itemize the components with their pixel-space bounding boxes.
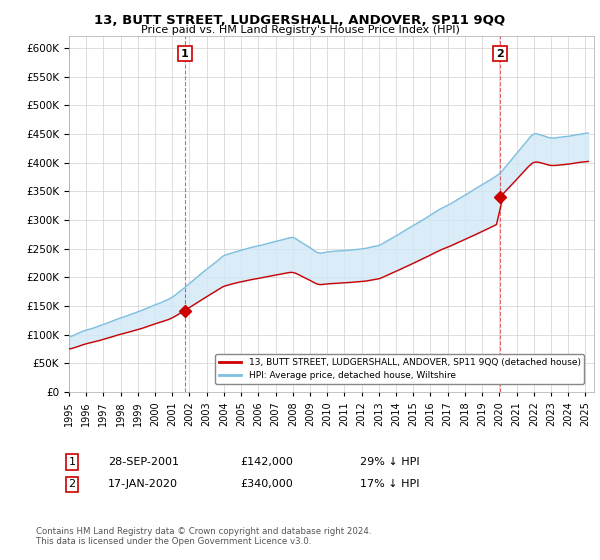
Text: 28-SEP-2001: 28-SEP-2001 xyxy=(108,457,179,467)
Text: 13, BUTT STREET, LUDGERSHALL, ANDOVER, SP11 9QQ: 13, BUTT STREET, LUDGERSHALL, ANDOVER, S… xyxy=(94,14,506,27)
Text: Price paid vs. HM Land Registry's House Price Index (HPI): Price paid vs. HM Land Registry's House … xyxy=(140,25,460,35)
Text: 29% ↓ HPI: 29% ↓ HPI xyxy=(360,457,419,467)
Text: Contains HM Land Registry data © Crown copyright and database right 2024.
This d: Contains HM Land Registry data © Crown c… xyxy=(36,526,371,546)
Text: 1: 1 xyxy=(68,457,76,467)
Text: 17-JAN-2020: 17-JAN-2020 xyxy=(108,479,178,489)
Text: 1: 1 xyxy=(181,49,189,59)
Text: £142,000: £142,000 xyxy=(240,457,293,467)
Text: 2: 2 xyxy=(68,479,76,489)
Legend: 13, BUTT STREET, LUDGERSHALL, ANDOVER, SP11 9QQ (detached house), HPI: Average p: 13, BUTT STREET, LUDGERSHALL, ANDOVER, S… xyxy=(215,354,584,384)
Text: 2: 2 xyxy=(496,49,504,59)
Text: 17% ↓ HPI: 17% ↓ HPI xyxy=(360,479,419,489)
Text: £340,000: £340,000 xyxy=(240,479,293,489)
